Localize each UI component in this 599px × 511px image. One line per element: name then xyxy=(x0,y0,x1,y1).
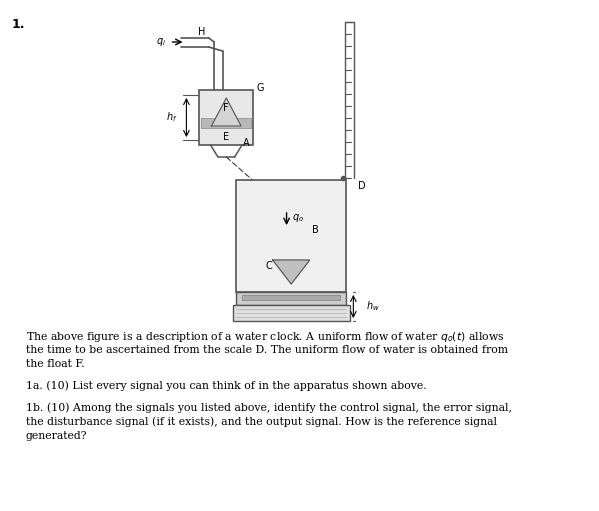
Text: generated?: generated? xyxy=(26,431,87,441)
Bar xyxy=(199,90,253,145)
Text: B: B xyxy=(312,225,319,235)
Bar xyxy=(233,305,350,321)
Text: the float F.: the float F. xyxy=(26,359,84,369)
Text: $q_i$: $q_i$ xyxy=(156,36,166,48)
Text: The above figure is a description of a water clock. A uniform flow of water $q_o: The above figure is a description of a w… xyxy=(26,330,504,344)
Text: H: H xyxy=(198,27,205,37)
Bar xyxy=(237,180,346,292)
Bar xyxy=(237,292,346,305)
Text: G: G xyxy=(257,83,264,93)
Text: E: E xyxy=(223,132,229,142)
Bar xyxy=(242,295,340,300)
Text: D: D xyxy=(358,181,365,191)
Text: 1b. (10) Among the signals you listed above, identify the control signal, the er: 1b. (10) Among the signals you listed ab… xyxy=(26,402,512,412)
Text: 1.: 1. xyxy=(11,18,25,31)
Bar xyxy=(201,118,252,128)
Text: the disturbance signal (if it exists), and the output signal. How is the referen: the disturbance signal (if it exists), a… xyxy=(26,416,497,427)
Polygon shape xyxy=(211,98,241,126)
Polygon shape xyxy=(273,260,310,284)
Text: C: C xyxy=(265,261,273,271)
Text: A: A xyxy=(243,138,249,148)
Text: the time to be ascertained from the scale D. The uniform flow of water is obtain: the time to be ascertained from the scal… xyxy=(26,344,508,355)
Text: $h_w$: $h_w$ xyxy=(367,299,380,313)
Text: 1a. (10) List every signal you can think of in the apparatus shown above.: 1a. (10) List every signal you can think… xyxy=(26,381,426,391)
Text: $h_f$: $h_f$ xyxy=(166,110,177,124)
Text: $q_o$: $q_o$ xyxy=(292,212,304,224)
Text: F: F xyxy=(223,103,229,113)
